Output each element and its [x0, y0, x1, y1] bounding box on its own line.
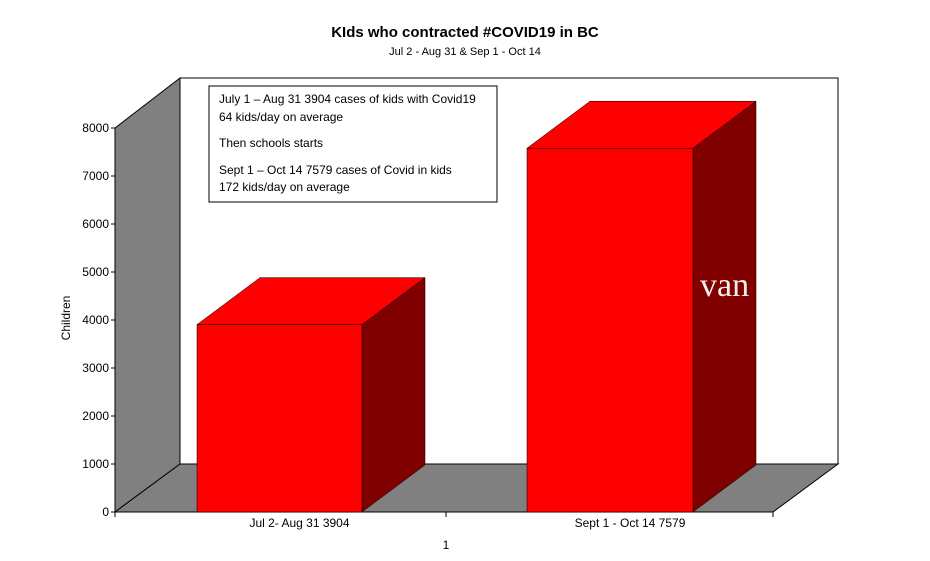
- chart-title: KIds who contracted #COVID19 in BC: [331, 24, 599, 41]
- bar-front: [526, 147, 694, 513]
- annotation-box: July 1 – Aug 31 3904 cases of kids with …: [208, 85, 498, 203]
- annotation-line-5: 172 kids/day on average: [219, 180, 350, 194]
- annotation-line-2: 64 kids/day on average: [219, 110, 343, 124]
- chart-subtitle: Jul 2 - Aug 31 & Sep 1 - Oct 14: [389, 46, 541, 58]
- bar-front: [196, 324, 363, 513]
- x-axis-ticks: [114, 512, 774, 517]
- bars: [196, 100, 757, 513]
- annotation-border: [208, 85, 498, 203]
- side-wall: [114, 76, 181, 513]
- watermark-text: van: [700, 267, 749, 304]
- y-tick-label: 3000: [82, 361, 109, 375]
- annotation-line-1: July 1 – Aug 31 3904 cases of kids with …: [219, 92, 476, 106]
- bar-1: [526, 100, 757, 513]
- bar-side: [692, 100, 757, 513]
- y-tick-label: 0: [102, 505, 109, 519]
- y-tick-label: 6000: [82, 217, 109, 231]
- y-axis-label: Children: [59, 296, 73, 341]
- y-tick-label: 5000: [82, 265, 109, 279]
- bar-0: [196, 277, 426, 513]
- x-tick-label: Jul 2- Aug 31 3904: [249, 516, 349, 530]
- x-tick-label: Sept 1 - Oct 14 7579: [575, 516, 686, 530]
- y-axis: 0 1000 2000 3000 4000 5000 6000 7000 8000: [82, 121, 116, 519]
- x-tick-labels: Jul 2- Aug 31 3904 Sept 1 - Oct 14 7579: [249, 516, 685, 530]
- y-tick-label: 8000: [82, 121, 109, 135]
- y-tick-label: 7000: [82, 169, 109, 183]
- x-axis-label: 1: [443, 538, 450, 552]
- annotation-line-4: Sept 1 – Oct 14 7579 cases of Covid in k…: [219, 163, 452, 177]
- y-tick-label: 1000: [82, 457, 109, 471]
- y-tick-label: 2000: [82, 409, 109, 423]
- annotation-line-3: Then schools starts: [219, 136, 323, 150]
- y-tick-label: 4000: [82, 313, 109, 327]
